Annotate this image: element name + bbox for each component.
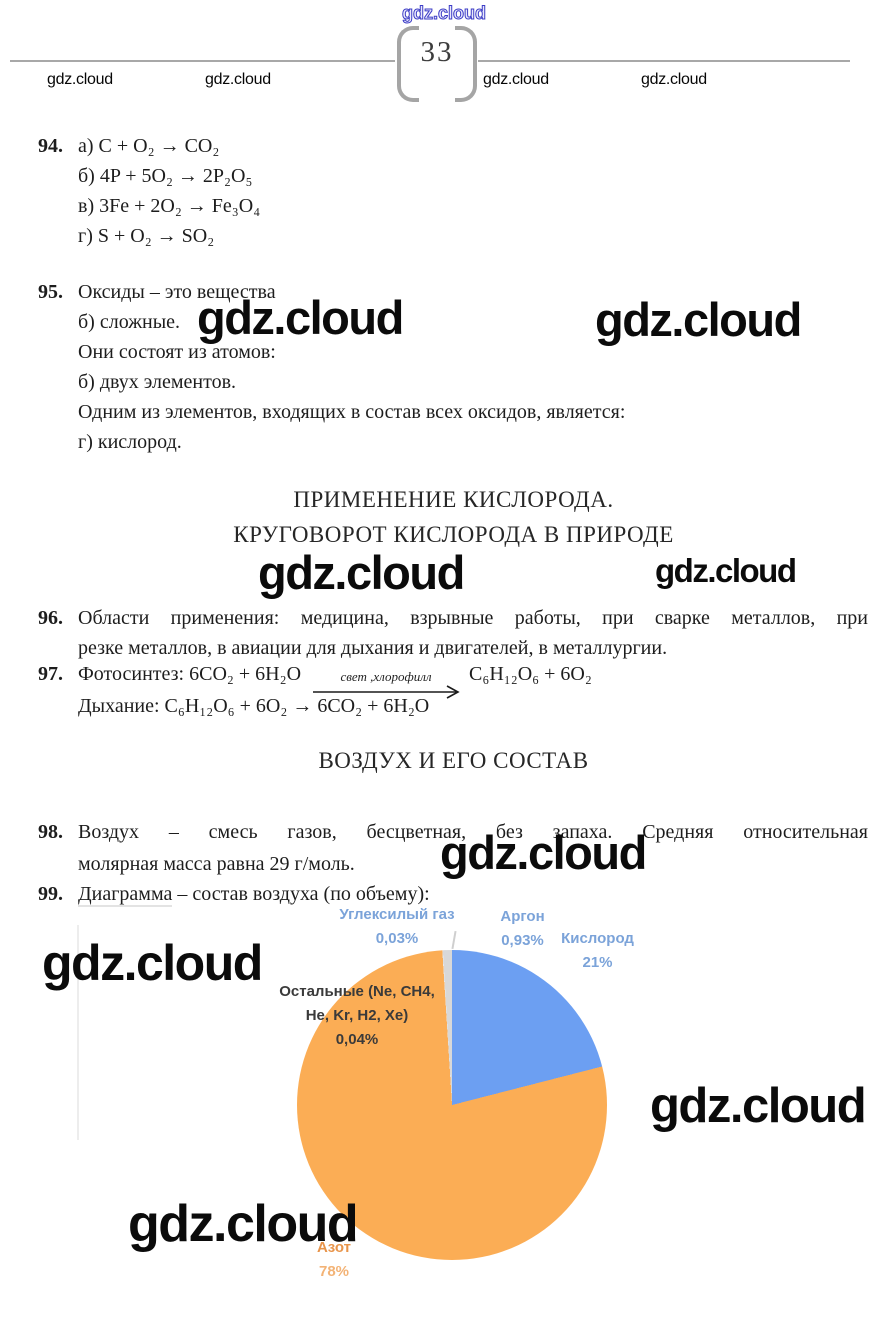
problem-95-line-1: 95. Оксиды – это вещества	[38, 278, 868, 306]
problem-97-line-2: Дыхание: C₆H₁₂O₆ + 6O₂ → 6CO₂ + 6H₂O	[78, 692, 868, 720]
equation-g: г) S + O₂ → SO₂	[78, 225, 215, 247]
problem-95-line-2: б) сложные.	[78, 308, 868, 336]
problem-94-line-3: в) 3Fe + 2O₂ → Fe₃O₄	[78, 192, 868, 220]
section-heading-oxygen-line-1: ПРИМЕНЕНИЕ КИСЛОРОДА.	[293, 487, 614, 512]
pie-label-value: 0,04%	[335, 1031, 379, 1048]
pie-label-text: Кислород	[561, 930, 634, 947]
pie-label-text: Углексилый газ	[339, 906, 455, 923]
problem-98-line-2: молярная масса равна 29 г/моль.	[78, 850, 868, 878]
scan-artifact-line	[77, 925, 79, 1140]
diagram-word: Диаграмма	[78, 883, 173, 907]
problem-95-line-5: Одним из элементов, входящих в состав вс…	[78, 398, 868, 426]
reaction-conditions-label: свет ,хлорофилл	[340, 669, 432, 684]
page-number-bracket-right	[455, 26, 477, 102]
watermark: gdz.cloud	[655, 552, 797, 589]
answer-text: Оксиды – это вещества	[78, 281, 276, 303]
answer-text: молярная масса равна 29 г/моль.	[78, 853, 355, 875]
answer-text: б) двух элементов.	[78, 371, 237, 393]
header-rule-right	[478, 60, 850, 62]
answer-text: – состав воздуха (по объему):	[172, 883, 430, 905]
problem-96-line-2: резке металлов, в авиации для дыхания и …	[78, 634, 868, 662]
watermark: gdz.cloud	[128, 1195, 359, 1253]
top-outline-watermark: gdz.cloud	[402, 3, 487, 24]
watermark: gdz.cloud	[650, 1079, 867, 1133]
problem-94-line-2: б) 4P + 5O₂ → 2P₂O₅	[78, 162, 868, 190]
pie-label-value: 21%	[582, 954, 613, 971]
answer-text: Области применения: медицина, взрывные р…	[78, 607, 868, 629]
pie-label-text: He, Kr, H2, Xe)	[305, 1007, 409, 1024]
answer-text: г) кислород.	[78, 431, 182, 453]
pie-label-value: 0,93%	[501, 932, 544, 949]
header-watermark-3: gdz.cloud	[483, 71, 549, 88]
reaction-arrow: свет ,хлорофилл	[311, 669, 461, 699]
pie-label-nitrogen: Азот 78%	[303, 1236, 365, 1284]
header-watermark-2: gdz.cloud	[205, 71, 271, 88]
pie-label-others: Остальные (Ne, CH4, He, Kr, H2, Xe) 0,04…	[268, 980, 446, 1052]
photosynthesis-equation-right: C₆H₁₂O₆ + 6O₂	[469, 663, 592, 685]
watermark: gdz.cloud	[440, 826, 647, 879]
problem-95-line-4: б) двух элементов.	[78, 368, 868, 396]
problem-95-line-6: г) кислород.	[78, 428, 868, 456]
watermark: gdz.cloud	[197, 291, 404, 344]
problem-94-line-4: г) S + O₂ → SO₂	[78, 222, 868, 250]
pie-label-argon: Аргон 0,93%	[480, 905, 565, 953]
watermark: gdz.cloud	[42, 935, 263, 991]
watermark: gdz.cloud	[258, 546, 465, 599]
header-rule-left	[10, 60, 395, 62]
problem-99-line-1: 99. Диаграмма – состав воздуха (по объем…	[38, 880, 868, 908]
problem-96-line-1: 96. Области применения: медицина, взрывн…	[38, 604, 868, 632]
pie-label-carbon-dioxide: Углексилый газ 0,03%	[322, 903, 472, 951]
header-watermark-1: gdz.cloud	[47, 71, 113, 88]
problem-97-number: 97.	[38, 663, 63, 685]
pie-label-oxygen: Кислород 21%	[550, 927, 645, 975]
photosynthesis-equation-left: Фотосинтез: 6CO₂ + 6H₂O	[78, 663, 302, 685]
problem-98-line-1: 98. Воздух – смесь газов, бесцветная, бе…	[38, 818, 868, 846]
answer-text: Воздух – смесь газов, бесцветная, без за…	[78, 821, 868, 843]
answer-text: б) сложные.	[78, 311, 181, 333]
equation-a: а) C + O₂ → CO₂	[78, 135, 220, 157]
pie-label-value: 0,03%	[375, 930, 419, 947]
breathing-equation: Дыхание: C₆H₁₂O₆ + 6O₂ → 6CO₂ + 6H₂O	[78, 695, 430, 717]
problem-99-number: 99.	[38, 883, 63, 905]
section-heading-air: ВОЗДУХ И ЕГО СОСТАВ	[318, 748, 589, 773]
problem-94-line-1: 94. а) C + O₂ → CO₂	[38, 132, 868, 160]
problem-97-line-1: 97. Фотосинтез: 6CO₂ + 6H₂O свет ,хлорофи…	[38, 652, 868, 699]
problem-98-number: 98.	[38, 821, 63, 843]
pie-label-value: 78%	[318, 1263, 350, 1280]
equation-b: б) 4P + 5O₂ → 2P₂O₅	[78, 165, 253, 187]
equation-v: в) 3Fe + 2O₂ → Fe₃O₄	[78, 195, 261, 217]
pie-chart	[297, 950, 607, 1260]
problem-96-number: 96.	[38, 607, 63, 629]
problem-94-number: 94.	[38, 135, 63, 157]
arrow-icon	[313, 685, 460, 699]
section-heading-oxygen-line-2: КРУГОВОРОТ КИСЛОРОДА В ПРИРОДЕ	[233, 522, 674, 547]
problem-95-number: 95.	[38, 281, 63, 303]
page-number-bracket-left	[397, 26, 419, 102]
problem-95-line-3: Они состоят из атомов:	[78, 338, 868, 366]
watermark: gdz.cloud	[595, 293, 802, 346]
pie-label-text: Азот	[316, 1239, 352, 1256]
header-watermark-4: gdz.cloud	[641, 71, 707, 88]
pie-label-text: Аргон	[500, 908, 545, 925]
page-number: 33	[420, 36, 454, 68]
answer-text: Они состоят из атомов:	[78, 341, 276, 363]
pie-label-text: Остальные (Ne, CH4,	[279, 983, 435, 1000]
answer-text: Одним из элементов, входящих в состав вс…	[78, 401, 626, 423]
answer-text: резке металлов, в авиации для дыхания и …	[78, 637, 668, 659]
